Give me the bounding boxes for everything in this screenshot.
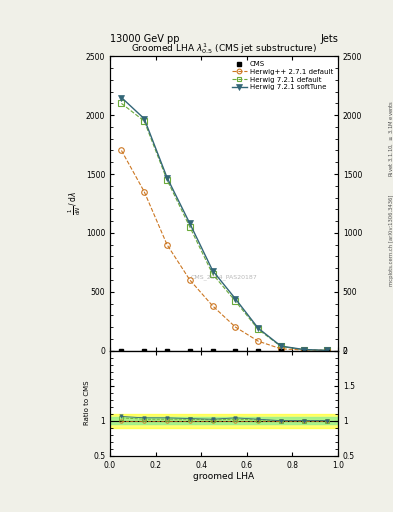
Herwig 7.2.1 default: [119, 100, 124, 106]
Herwig 7.2.1 default: [324, 347, 329, 353]
CMS: [187, 348, 192, 354]
Herwig++ 2.7.1 default: [301, 347, 306, 353]
CMS: [210, 348, 215, 354]
Herwig 7.2.1 softTune: [256, 325, 261, 331]
Herwig++ 2.7.1 default: [142, 188, 147, 195]
Herwig 7.2.1 softTune: [165, 175, 169, 181]
Herwig 7.2.1 softTune: [279, 343, 283, 349]
Herwig 7.2.1 default: [142, 118, 147, 124]
Herwig++ 2.7.1 default: [119, 147, 124, 154]
Herwig++ 2.7.1 default: [324, 347, 329, 353]
Herwig 7.2.1 default: [233, 298, 238, 304]
Herwig 7.2.1 softTune: [187, 220, 192, 226]
CMS: [142, 348, 147, 354]
Herwig++ 2.7.1 default: [256, 338, 261, 344]
CMS: [256, 348, 261, 354]
Herwig 7.2.1 softTune: [142, 116, 147, 122]
Herwig 7.2.1 default: [165, 177, 169, 183]
CMS: [233, 348, 238, 354]
Herwig 7.2.1 softTune: [324, 347, 329, 353]
Text: Jets: Jets: [320, 33, 338, 44]
Herwig 7.2.1 softTune: [119, 94, 124, 100]
Herwig 7.2.1 default: [279, 344, 283, 350]
Herwig++ 2.7.1 default: [187, 277, 192, 283]
Herwig 7.2.1 default: [187, 224, 192, 230]
CMS: [324, 348, 329, 354]
Y-axis label: $\frac{1}{\mathrm{d}N}\,/\,\mathrm{d}\lambda$: $\frac{1}{\mathrm{d}N}\,/\,\mathrm{d}\la…: [67, 191, 83, 216]
CMS: [119, 348, 124, 354]
Herwig 7.2.1 default: [210, 271, 215, 277]
Y-axis label: Ratio to CMS: Ratio to CMS: [84, 381, 90, 425]
CMS: [279, 348, 283, 354]
Text: CMS_2024_PAS20187: CMS_2024_PAS20187: [191, 274, 257, 280]
Herwig 7.2.1 softTune: [210, 267, 215, 273]
Herwig++ 2.7.1 default: [233, 324, 238, 330]
Herwig++ 2.7.1 default: [210, 303, 215, 309]
CMS: [165, 348, 169, 354]
Line: Herwig++ 2.7.1 default: Herwig++ 2.7.1 default: [119, 147, 329, 353]
Herwig 7.2.1 default: [256, 326, 261, 332]
Line: CMS: CMS: [119, 348, 329, 353]
Herwig 7.2.1 softTune: [301, 347, 306, 353]
Herwig++ 2.7.1 default: [279, 346, 283, 352]
Text: 13000 GeV pp: 13000 GeV pp: [110, 33, 180, 44]
Title: Groomed LHA $\lambda^{1}_{0.5}$ (CMS jet substructure): Groomed LHA $\lambda^{1}_{0.5}$ (CMS jet…: [131, 41, 317, 56]
Line: Herwig 7.2.1 softTune: Herwig 7.2.1 softTune: [118, 94, 330, 353]
X-axis label: groomed LHA: groomed LHA: [193, 472, 255, 481]
Herwig 7.2.1 softTune: [233, 296, 238, 302]
Line: Herwig 7.2.1 default: Herwig 7.2.1 default: [119, 101, 329, 353]
Herwig 7.2.1 default: [301, 347, 306, 353]
CMS: [301, 348, 306, 354]
Text: Rivet 3.1.10, $\geq$ 3.1M events: Rivet 3.1.10, $\geq$ 3.1M events: [387, 100, 393, 177]
Legend: CMS, Herwig++ 2.7.1 default, Herwig 7.2.1 default, Herwig 7.2.1 softTune: CMS, Herwig++ 2.7.1 default, Herwig 7.2.…: [230, 60, 334, 92]
Herwig++ 2.7.1 default: [165, 242, 169, 248]
Text: mcplots.cern.ch [arXiv:1306.3436]: mcplots.cern.ch [arXiv:1306.3436]: [389, 195, 393, 286]
